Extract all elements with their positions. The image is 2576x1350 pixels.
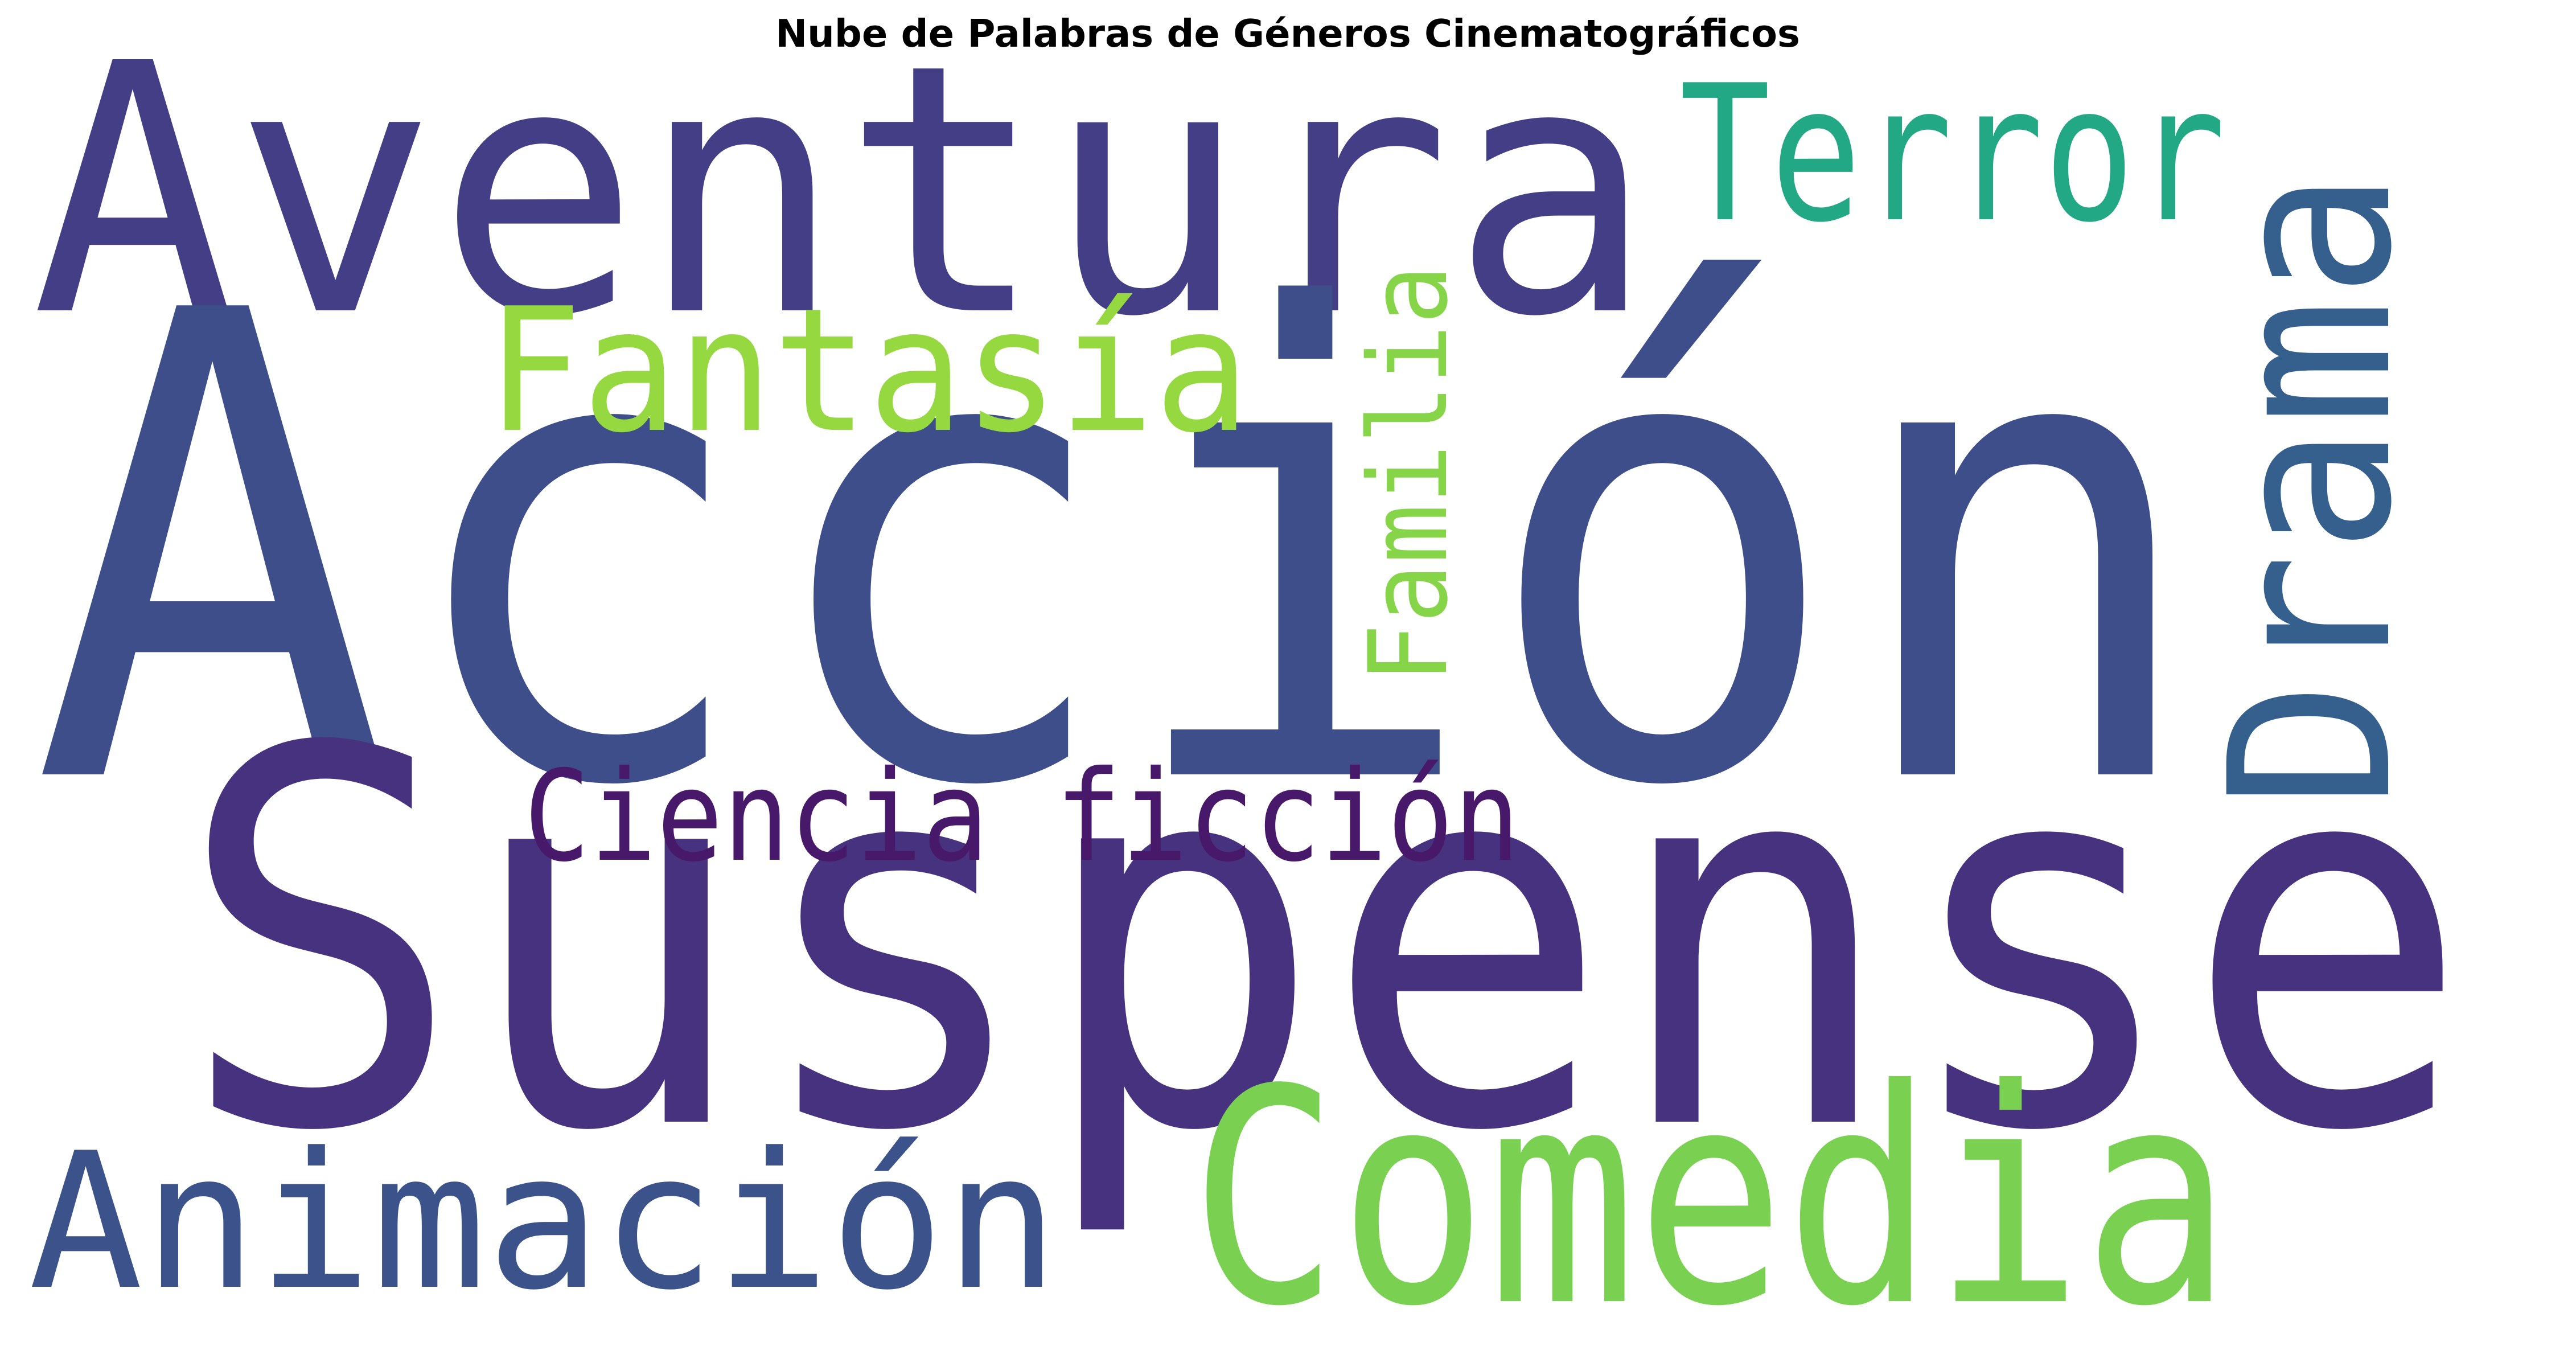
word-terror: Terror	[1679, 45, 2226, 264]
word-aventura: Aventura	[31, 0, 1654, 392]
word-familia: Familia	[1346, 265, 1472, 683]
word-suspense: Suspense	[176, 641, 2471, 1244]
word-comedia: Comedia	[1190, 1026, 2232, 1350]
figure-title: Nube de Palabras de Géneros Cinematográf…	[775, 11, 1800, 56]
word-animacion: Animación	[28, 1113, 1059, 1331]
word-accion: Acción	[31, 178, 2206, 926]
word-drama: Drama	[2182, 171, 2441, 809]
word-ciencia-ficcion: Ciencia ficción	[524, 744, 1520, 889]
word-fantasia: Fantasía	[487, 272, 1250, 470]
